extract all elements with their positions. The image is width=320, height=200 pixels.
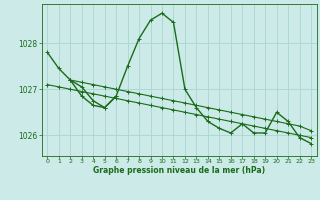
X-axis label: Graphe pression niveau de la mer (hPa): Graphe pression niveau de la mer (hPa) bbox=[93, 166, 265, 175]
